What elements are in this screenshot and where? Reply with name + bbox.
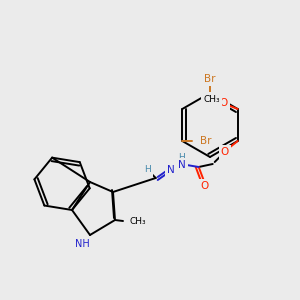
Text: H: H — [144, 166, 151, 175]
Text: N: N — [167, 165, 175, 175]
Text: Br: Br — [204, 74, 216, 84]
Text: N: N — [178, 160, 186, 170]
Text: Br: Br — [200, 136, 212, 146]
Text: O: O — [220, 147, 229, 157]
Text: NH: NH — [75, 239, 89, 249]
Text: CH₃: CH₃ — [203, 94, 220, 103]
Text: CH₃: CH₃ — [129, 218, 146, 226]
Text: O: O — [201, 181, 209, 191]
Text: O: O — [220, 98, 228, 108]
Text: H: H — [178, 152, 185, 161]
